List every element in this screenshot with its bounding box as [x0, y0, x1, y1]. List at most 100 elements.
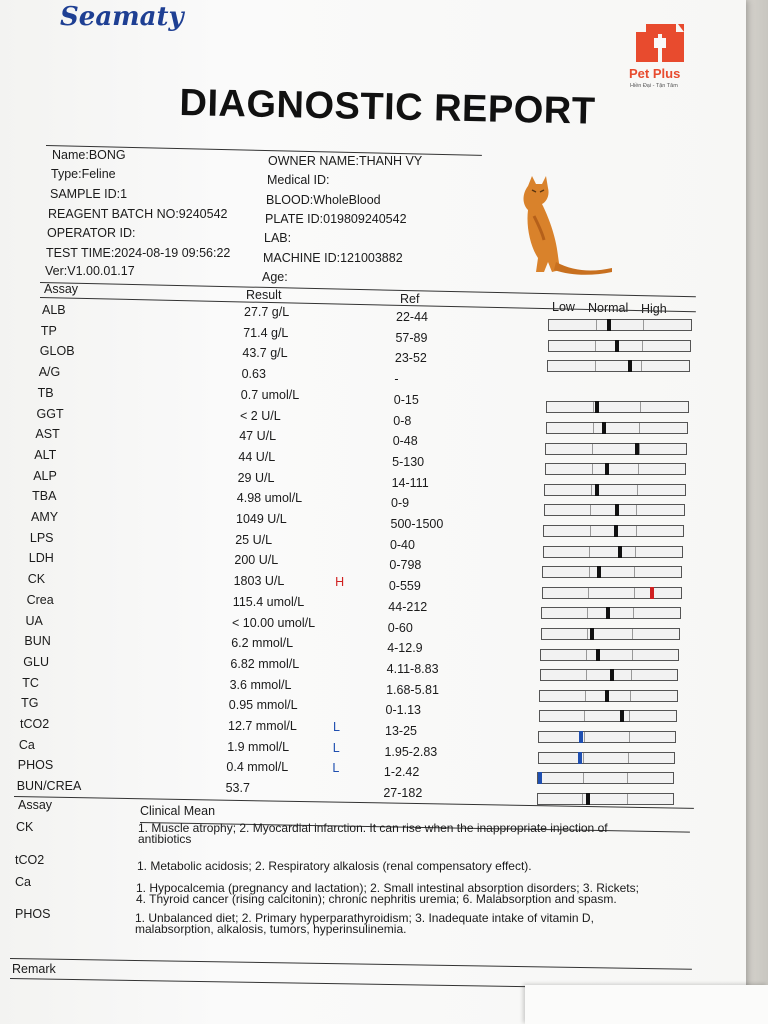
range-marker: [614, 525, 619, 537]
clinical-assay-header: Assay: [18, 798, 53, 812]
row-assay: AST: [35, 427, 60, 442]
clinical-assay: Ca: [15, 875, 31, 889]
row-assay: CK: [27, 572, 46, 587]
row-result: 0.63: [241, 367, 266, 382]
range-bar: [538, 731, 676, 743]
clinical-line: 1. Hypocalcemia (pregnancy and lactation…: [136, 881, 639, 895]
row-result: 3.6 mmol/L: [229, 677, 292, 692]
row-ref: 23-52: [394, 351, 427, 366]
row-assay: ALP: [33, 468, 57, 483]
cat-image: [523, 176, 612, 275]
range-bar: [545, 422, 688, 434]
row-result: 0.4 mmol/L: [226, 760, 289, 775]
range-bar: [546, 401, 689, 414]
row-result: 44 U/L: [238, 449, 276, 464]
row-result: 43.7 g/L: [242, 346, 288, 361]
pet-plus-brand: Pet Plus Hiền Đại - Tận Tâm: [628, 22, 698, 92]
report-title: DIAGNOSTIC REPORT: [179, 82, 596, 133]
row-ref: 0-15: [393, 392, 419, 407]
range-marker: [596, 566, 601, 579]
col-ref: Ref: [400, 292, 420, 306]
range-bar: [538, 710, 677, 723]
col-assay: Assay: [44, 282, 79, 296]
range-marker: [617, 545, 622, 558]
row-assay: GGT: [36, 406, 64, 421]
row-assay: ALB: [42, 303, 66, 317]
row-result: 6.2 mmol/L: [231, 636, 294, 651]
range-marker: [606, 319, 611, 331]
range-marker: [578, 731, 583, 743]
clinical-line: 1. Muscle atrophy; 2. Myocardial infarct…: [138, 821, 608, 835]
clinical-line: 1. Metabolic acidosis; 2. Respiratory al…: [137, 859, 532, 873]
row-result: 200 U/L: [234, 553, 279, 568]
seamaty-logo: Seamaty: [60, 2, 184, 32]
range-bar: [536, 792, 674, 805]
clinical-assay: tCO2: [15, 853, 45, 867]
range-bar: [540, 628, 680, 640]
pet-plus-logo-icon: [636, 24, 684, 62]
row-result: < 2 U/L: [240, 408, 281, 423]
range-marker: [609, 669, 614, 682]
row-ref: 4-12.9: [387, 641, 423, 656]
reagent-batch: REAGENT BATCH NO:9240542: [48, 207, 228, 221]
medical-id: Medical ID:: [267, 173, 330, 187]
row-result: 27.7 g/L: [244, 305, 290, 319]
clinic-slogan: Hiền Đại - Tận Tâm: [630, 83, 678, 89]
row-ref: 5-130: [392, 454, 425, 469]
patient-type: Type:Feline: [51, 167, 116, 181]
range-bar: [540, 648, 680, 661]
row-ref: 1-2.42: [383, 765, 420, 780]
row-result: 53.7: [225, 781, 250, 796]
range-bar: [544, 463, 687, 476]
range-bar: [545, 442, 688, 455]
row-assay: LDH: [28, 551, 54, 566]
range-bar: [537, 751, 676, 764]
row-assay: AMY: [31, 510, 59, 524]
row-ref: 13-25: [385, 724, 417, 738]
row-assay: Ca: [18, 737, 35, 752]
range-marker: [594, 401, 599, 414]
row-result: 29 U/L: [237, 470, 275, 485]
row-assay: TB: [37, 385, 54, 400]
machine-id: MACHINE ID:121003882: [263, 251, 403, 265]
range-marker: [604, 689, 609, 702]
range-bar: [539, 689, 678, 702]
range-marker: [634, 442, 639, 455]
range-bar: [544, 483, 686, 496]
row-flag: H: [335, 575, 345, 590]
plate-id: PLATE ID:019809240542: [265, 212, 407, 226]
row-assay: Crea: [26, 592, 54, 607]
range-marker: [605, 463, 610, 476]
row-result: 0.95 mmol/L: [228, 698, 298, 713]
row-result: 12.7 mmol/L: [228, 719, 297, 733]
row-result: < 10.00 umol/L: [232, 615, 316, 630]
row-ref: 0-9: [391, 496, 410, 511]
row-ref: -: [394, 372, 399, 387]
clinical-mean-header: Clinical Mean: [140, 804, 216, 818]
range-bar: [539, 669, 679, 682]
row-ref: 0-40: [389, 537, 415, 552]
row-assay: TG: [21, 696, 39, 711]
range-bar: [547, 339, 692, 352]
operator-id: OPERATOR ID:: [47, 226, 136, 240]
range-marker: [538, 772, 542, 785]
row-ref: 4.11-8.83: [386, 661, 439, 676]
col-high: High: [641, 302, 667, 316]
row-ref: 0-1.13: [385, 703, 421, 718]
row-ref: 1.95-2.83: [384, 744, 438, 759]
range-bar: [541, 586, 682, 599]
lab: LAB:: [264, 231, 292, 245]
range-marker: [627, 360, 632, 373]
range-marker: [602, 422, 607, 434]
row-ref: 1.68-5.81: [386, 682, 439, 697]
clinic-name: Pet Plus: [629, 66, 681, 81]
row-result: 1.9 mmol/L: [227, 739, 290, 754]
row-ref: 0-559: [388, 579, 421, 594]
row-ref: 57-89: [395, 330, 428, 345]
range-marker: [614, 339, 619, 352]
row-result: 0.7 umol/L: [240, 387, 300, 402]
row-assay: BUN/CREA: [16, 779, 82, 794]
row-assay: UA: [25, 613, 43, 628]
row-ref: 27-182: [383, 786, 423, 801]
row-result: 25 U/L: [235, 532, 273, 547]
